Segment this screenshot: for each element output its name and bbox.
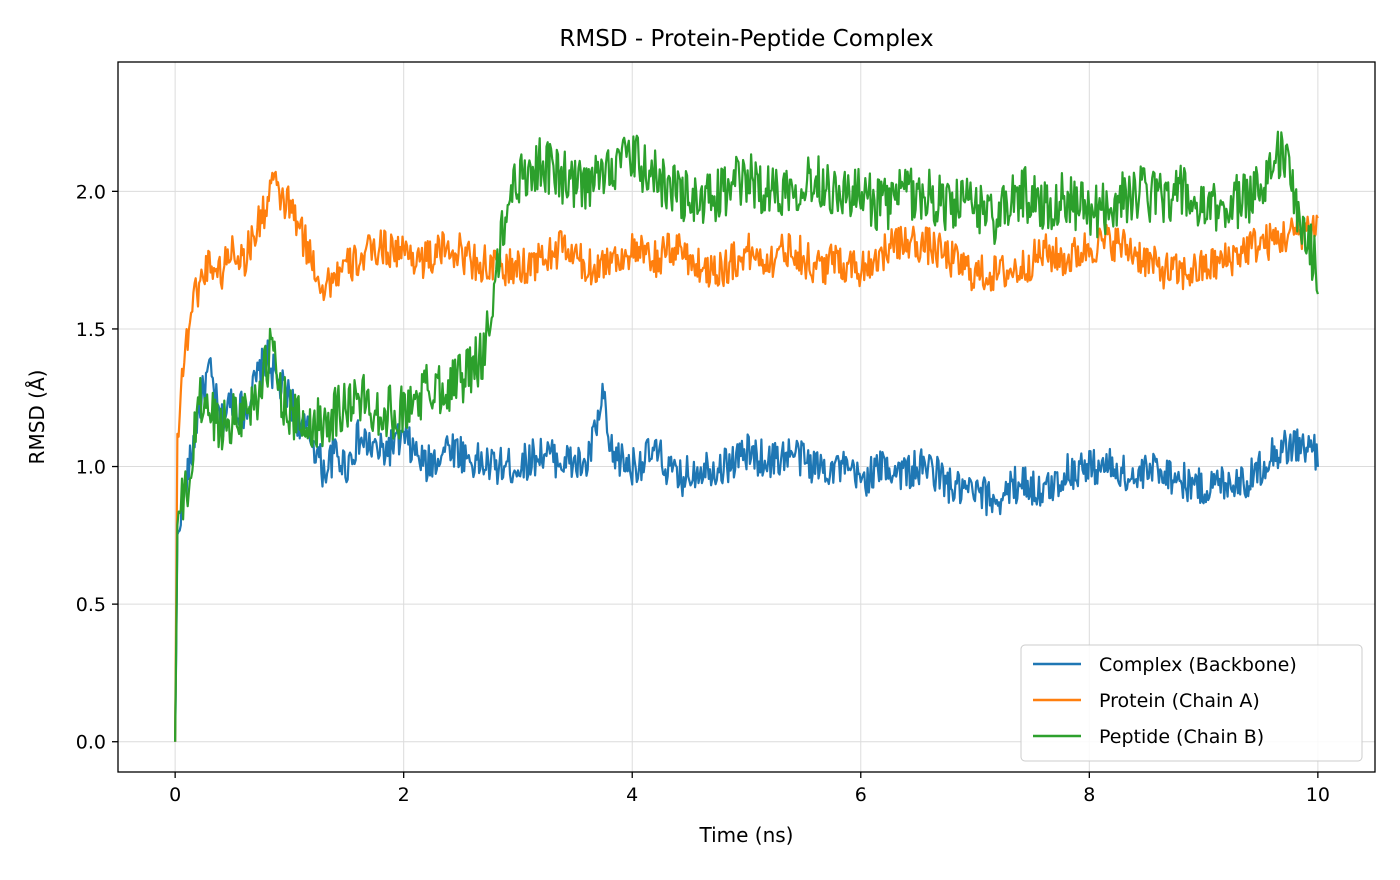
x-tick-label: 10 xyxy=(1306,784,1330,806)
chart-title: RMSD - Protein-Peptide Complex xyxy=(559,26,933,52)
y-axis-ticks: 0.0 0.5 1.0 1.5 2.0 xyxy=(76,181,118,754)
y-tick-label: 0.5 xyxy=(76,594,106,616)
y-tick-label: 1.5 xyxy=(76,319,106,341)
x-tick-label: 4 xyxy=(626,784,638,806)
legend: Complex (Backbone) Protein (Chain A) Pepti… xyxy=(1020,644,1363,762)
plot-frame xyxy=(117,61,1376,773)
legend-label-2: Protein (Chain A) xyxy=(1099,690,1260,712)
y-tick-label: 1.0 xyxy=(76,457,106,479)
legend-box xyxy=(1020,644,1363,762)
series-line-1 xyxy=(174,339,1319,742)
x-axis-ticks: 0 2 4 6 8 10 xyxy=(169,772,1330,806)
x-tick-label: 8 xyxy=(1083,784,1095,806)
x-tick-label: 0 xyxy=(169,784,181,806)
x-tick-label: 2 xyxy=(398,784,410,806)
series-line-2 xyxy=(174,170,1319,742)
y-tick-label: 2.0 xyxy=(76,181,106,203)
legend-label-1: Complex (Backbone) xyxy=(1099,654,1297,676)
x-axis-label: Time (ns) xyxy=(698,823,793,847)
legend-label-3: Peptide (Chain B) xyxy=(1099,726,1264,748)
series-line-3 xyxy=(174,130,1319,742)
series-layer xyxy=(174,130,1319,742)
y-axis-label: RMSD (Å) xyxy=(25,370,49,465)
x-tick-label: 6 xyxy=(855,784,867,806)
y-tick-label: 0.0 xyxy=(76,732,106,754)
